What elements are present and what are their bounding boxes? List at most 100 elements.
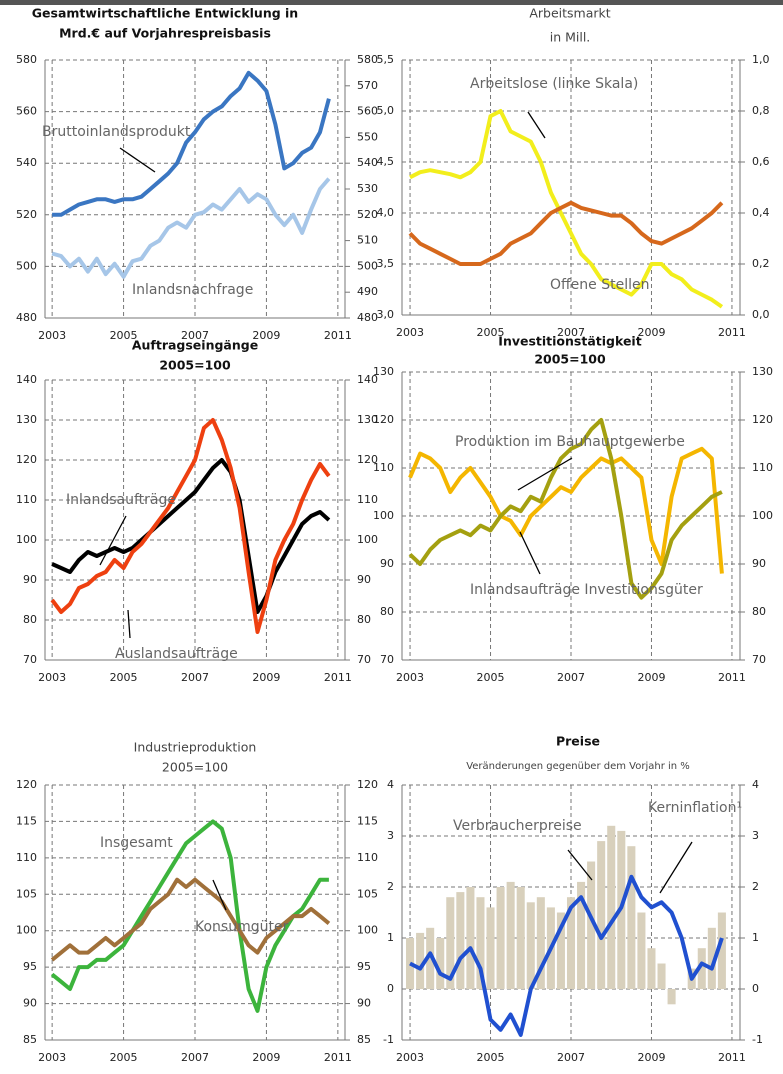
x-tick-label: 2007: [557, 671, 585, 684]
bar: [496, 887, 505, 989]
y2-tick-label: 570: [357, 79, 378, 92]
y-tick-label: 130: [16, 413, 37, 426]
y2-tick-label: 90: [752, 557, 766, 570]
y-tick-label: 80: [380, 605, 394, 618]
y2-tick-label: 480: [357, 311, 378, 324]
chart-panel: Industrieproduktion 2005=100 85 90 95 100 105 1…: [16, 740, 378, 1065]
bar: [436, 938, 445, 989]
y-tick-label: 580: [16, 53, 37, 66]
series-label: Konsumgüter: [195, 919, 289, 935]
y-tick-label: 2: [387, 880, 394, 893]
x-tick-label: 2003: [38, 671, 66, 684]
y2-tick-label: 110: [752, 461, 773, 474]
x-tick-label: 2009: [637, 326, 665, 339]
chart-title: Gesamtwirtschaftliche Entwicklung in: [32, 6, 298, 21]
y2-tick-label: 0,0: [752, 308, 770, 321]
bar: [466, 887, 475, 989]
y2-tick-label: -1: [752, 1033, 763, 1046]
bar: [556, 912, 565, 989]
y2-tick-label: 500: [357, 259, 378, 272]
chart-subtitle: Veränderungen gegenüber dem Vorjahr in %: [466, 761, 690, 772]
series-line: [409, 109, 724, 309]
y2-tick-label: 0: [752, 982, 759, 995]
label-pointer: [567, 849, 593, 881]
bar: [637, 912, 646, 989]
top-bar: [0, 0, 783, 5]
y2-tick-label: 105: [357, 887, 378, 900]
chart-title: Investitionstätigkeit: [498, 334, 641, 349]
y-tick-label: 3: [387, 829, 394, 842]
y-tick-label: 1: [387, 931, 394, 944]
y-tick-label: 100: [16, 533, 37, 546]
chart-title: Auftragseingänge: [132, 338, 258, 353]
label-pointer: [519, 531, 541, 575]
y2-tick-label: 490: [357, 285, 378, 298]
x-tick-label: 2003: [396, 671, 424, 684]
bar: [486, 907, 495, 989]
x-tick-label: 2011: [324, 329, 352, 342]
series-line: [408, 446, 724, 574]
y2-tick-label: 120: [752, 413, 773, 426]
series-line: [408, 418, 723, 600]
series-label: Inlandsaufträge Investitionsgüter: [470, 582, 703, 598]
chart-panel: Auftragseingänge 2005=100 70 80 90 100 110 120 1…: [16, 338, 378, 685]
y-tick-label: 120: [16, 453, 37, 466]
series-label: Kerninflation¹: [648, 800, 742, 816]
y-tick-label: 120: [16, 778, 37, 791]
series-line: [50, 819, 329, 1013]
x-tick-label: 2009: [252, 671, 280, 684]
y2-tick-label: 90: [357, 573, 371, 586]
y2-tick-label: 550: [357, 130, 378, 143]
chart-title: Arbeitsmarkt: [529, 6, 610, 21]
x-tick-label: 2005: [110, 329, 138, 342]
y-tick-label: 540: [16, 156, 37, 169]
y2-tick-label: 115: [357, 814, 378, 827]
x-tick-label: 2007: [181, 329, 209, 342]
bar: [536, 897, 545, 989]
x-tick-label: 2007: [181, 1051, 209, 1064]
x-tick-label: 2003: [38, 329, 66, 342]
y-tick-label: 500: [16, 259, 37, 272]
bar: [456, 892, 465, 989]
y-tick-label: 110: [373, 461, 394, 474]
bar: [587, 861, 596, 989]
bar: [697, 948, 706, 989]
y-tick-label: 90: [23, 573, 37, 586]
y-tick-label: 5,5: [377, 53, 395, 66]
y2-tick-label: 110: [357, 493, 378, 506]
label-pointer: [517, 457, 573, 491]
y-tick-label: 0: [387, 982, 394, 995]
bar: [566, 897, 576, 989]
y2-tick-label: 1: [752, 931, 759, 944]
x-tick-label: 2011: [718, 671, 746, 684]
y2-tick-label: 90: [357, 997, 371, 1010]
chart-panel: Preise Veränderungen gegenüber dem Vorjah…: [383, 734, 763, 1065]
x-tick-label: 2005: [110, 671, 138, 684]
bar: [476, 897, 485, 989]
chart-subtitle: 2005=100: [159, 358, 231, 373]
y-tick-label: 110: [16, 493, 37, 506]
series-line: [51, 177, 331, 279]
series-label: Inlandsnachfrage: [132, 282, 253, 298]
y2-tick-label: 130: [752, 365, 773, 378]
series-label: Inlandsaufträge: [66, 492, 176, 508]
chart-panel: Arbeitsmarkt in Mill. 3,0 3,5 4,0 4,5 5,0 5,5 0,…: [377, 6, 770, 340]
series-label: Insgesamt: [100, 835, 173, 851]
series-label: Offene Stellen: [550, 277, 649, 293]
y2-tick-label: 95: [357, 960, 371, 973]
y2-tick-label: 4: [752, 778, 759, 791]
y2-tick-label: 130: [357, 413, 378, 426]
y-tick-label: 80: [23, 613, 37, 626]
chart-subtitle: 2005=100: [534, 352, 606, 367]
series-label: Produktion im Bauhauptgewerbe: [455, 434, 685, 450]
y2-tick-label: 1,0: [752, 53, 770, 66]
x-tick-label: 2009: [252, 1051, 280, 1064]
series-line: [51, 458, 331, 614]
bar: [657, 963, 666, 989]
x-tick-label: 2005: [477, 671, 505, 684]
x-tick-label: 2011: [718, 326, 746, 339]
bar: [627, 846, 636, 989]
bar: [667, 989, 676, 1005]
y-tick-label: 140: [16, 373, 37, 386]
series-label: Bruttoinlandsprodukt: [42, 124, 191, 140]
